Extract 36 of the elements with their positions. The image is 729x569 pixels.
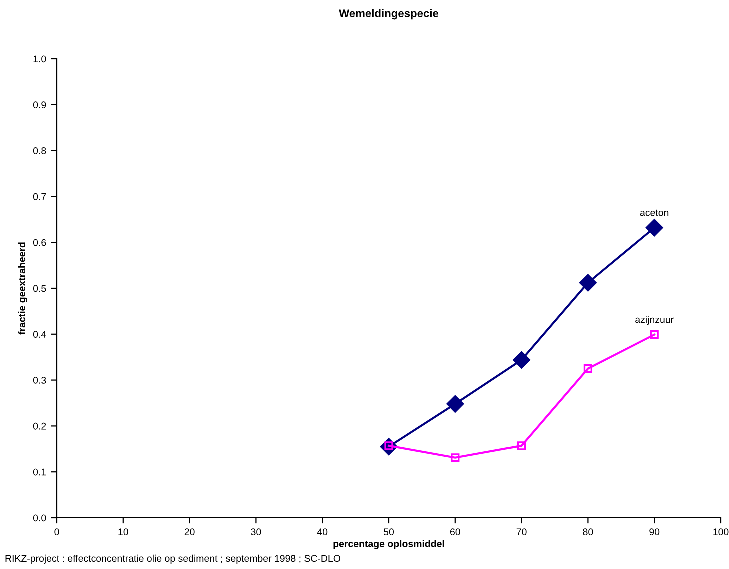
point [513, 351, 530, 369]
y-tick-label: 0.6 [33, 239, 46, 246]
series-label: azijnzuur [636, 316, 674, 326]
x-tick-label: 80 [583, 528, 594, 536]
x-tick-label: 40 [317, 528, 328, 536]
y-tick-label: 0.0 [33, 514, 46, 522]
x-tick-label: 30 [251, 528, 262, 536]
y-tick-label: 0.3 [33, 377, 46, 384]
y-axis-title: fractie geextraheerd [18, 242, 28, 335]
y-tick-label: 1.0 [34, 56, 46, 63]
y-tick-label: 0.8 [33, 148, 46, 154]
point [451, 454, 460, 462]
x-tick-label: 0 [54, 528, 60, 536]
y-tick-label: 0.4 [33, 331, 46, 338]
x-tick-label: 90 [650, 528, 660, 536]
series-label: aceton [640, 210, 669, 216]
x-tick-label: 50 [384, 528, 394, 536]
x-tick-label: 20 [184, 528, 195, 536]
point [580, 274, 597, 292]
y-tick-label: 0.1 [33, 468, 46, 476]
text: RIKZ-project : effectconcentratie olie op sediment ; september 1998 ; SC-DLO [6, 554, 340, 564]
point [517, 442, 526, 450]
point [446, 395, 464, 413]
x-tick-label: 70 [516, 528, 527, 536]
point [650, 330, 659, 340]
x-tick-label: 60 [450, 528, 460, 536]
chart-title: Wemeldingespecie [339, 9, 439, 20]
y-tick-label: 0.7 [33, 193, 46, 200]
x-tick-label: 10 [118, 528, 128, 536]
y-tick-label: 0.5 [33, 285, 46, 292]
y-tick-label: 0.9 [33, 102, 46, 109]
point [584, 364, 593, 374]
x-axis-title: percentage oplosmiddel [334, 540, 444, 550]
point [646, 219, 664, 237]
x-tick-label: 100 [714, 528, 729, 536]
y-tick-label: 0.2 [33, 422, 46, 430]
